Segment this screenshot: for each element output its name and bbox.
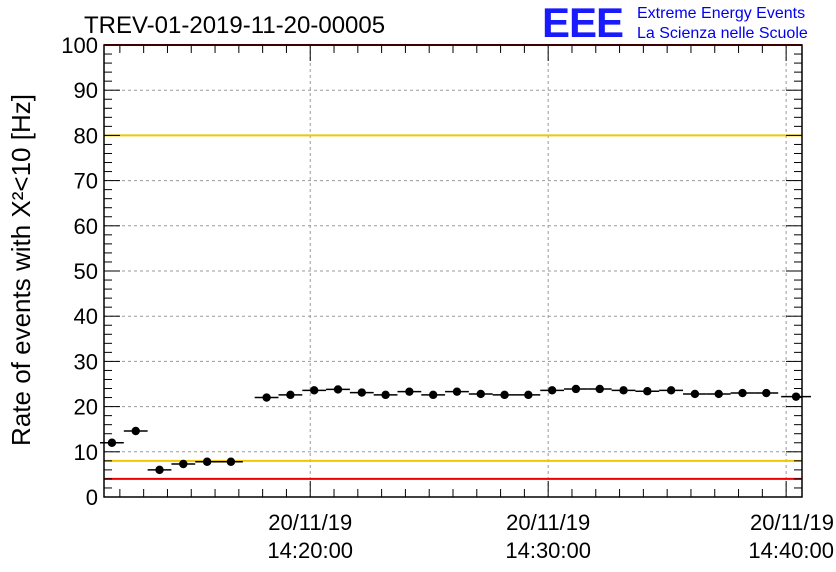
y-tick-label: 80 bbox=[74, 123, 98, 148]
data-point bbox=[571, 384, 581, 394]
data-point bbox=[452, 387, 462, 396]
y-tick-label: 40 bbox=[74, 304, 98, 329]
data-point bbox=[714, 389, 723, 399]
data-point bbox=[381, 390, 390, 400]
reference-lines bbox=[104, 44, 802, 480]
y-tick-label: 60 bbox=[74, 214, 98, 239]
x-tick-date-label: 20/11/19 bbox=[750, 510, 834, 535]
y-tick-label: 20 bbox=[74, 395, 98, 420]
data-point bbox=[690, 389, 700, 399]
data-point bbox=[357, 388, 366, 397]
data-point bbox=[202, 457, 212, 466]
data-point bbox=[405, 387, 414, 396]
x-tick-time-label: 14:40:00 bbox=[748, 538, 834, 563]
data-point bbox=[262, 393, 271, 402]
x-tick-time-label: 14:20:00 bbox=[267, 538, 353, 563]
data-point bbox=[309, 386, 319, 395]
y-tick-label: 0 bbox=[86, 485, 98, 510]
data-point bbox=[333, 385, 343, 394]
logo-line-2: La Scienza nelle Scuole bbox=[637, 25, 808, 42]
x-tick-time-label: 14:30:00 bbox=[505, 538, 591, 563]
data-point bbox=[643, 387, 652, 396]
data-point bbox=[738, 388, 747, 398]
y-tick-label: 100 bbox=[61, 33, 98, 58]
y-tick-label: 50 bbox=[74, 259, 98, 284]
data-point bbox=[595, 384, 604, 394]
data-point bbox=[286, 390, 295, 400]
data-point bbox=[619, 386, 628, 395]
y-tick-label: 30 bbox=[74, 349, 98, 374]
chart-title: TREV-01-2019-11-20-00005 bbox=[84, 12, 385, 39]
y-tick-label: 90 bbox=[74, 78, 98, 103]
data-point bbox=[500, 390, 509, 400]
grid-lines bbox=[104, 45, 802, 497]
data-point bbox=[226, 457, 236, 466]
y-axis-label: Rate of events with X²<10 [Hz] bbox=[6, 94, 36, 446]
data-point bbox=[762, 388, 771, 398]
data-point bbox=[476, 389, 485, 399]
eee-logo: EEE Extreme Energy Events La Scienza nel… bbox=[542, 2, 832, 44]
data-point bbox=[666, 386, 676, 395]
data-point bbox=[131, 426, 140, 436]
x-tick-date-label: 20/11/19 bbox=[506, 510, 590, 535]
y-axis-ticks: 0 10 20 30 40 50 60 70 80 90 100 bbox=[61, 33, 802, 510]
eee-logo-mark: EEE bbox=[542, 0, 624, 46]
data-point bbox=[428, 390, 438, 400]
logo-line-1: Extreme Energy Events bbox=[637, 5, 806, 22]
data-point bbox=[179, 459, 188, 469]
data-point bbox=[155, 465, 164, 475]
y-tick-label: 10 bbox=[74, 440, 98, 465]
y-tick-label: 70 bbox=[74, 169, 98, 194]
x-tick-date-label: 20/11/19 bbox=[268, 510, 352, 535]
data-point bbox=[524, 390, 533, 400]
data-point bbox=[547, 386, 557, 395]
data-point bbox=[791, 392, 801, 401]
x-axis-ticks: 20/11/19 14:20:00 20/11/19 14:30:00 20/11/19… bbox=[119, 45, 834, 563]
